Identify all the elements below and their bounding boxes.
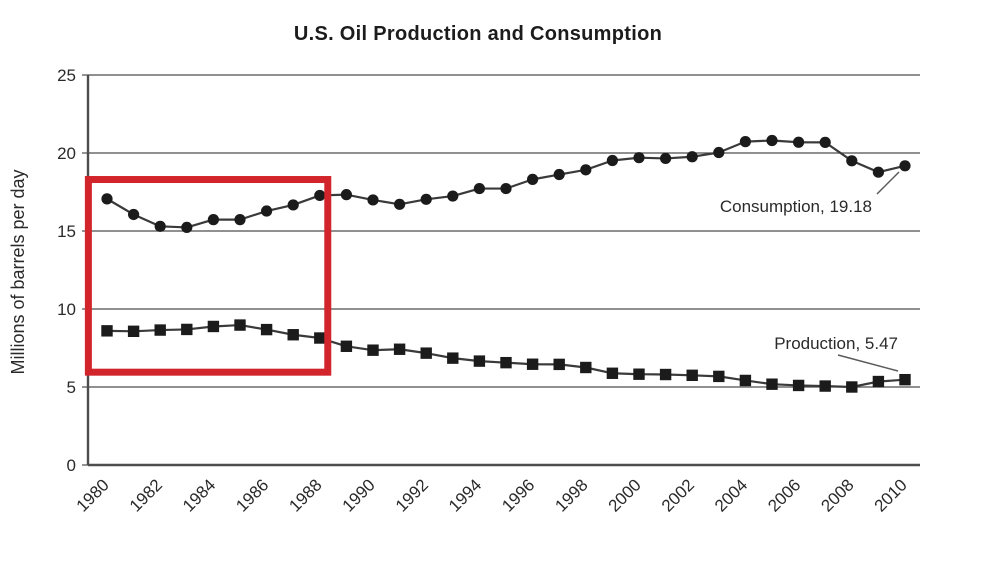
x-tick-label: 2008 xyxy=(817,475,857,515)
y-tick-label: 0 xyxy=(67,456,76,475)
production-point xyxy=(340,340,353,352)
production-point xyxy=(181,323,193,336)
production-point xyxy=(819,380,831,392)
production-point xyxy=(393,343,406,355)
consumption-leader-line xyxy=(876,171,900,195)
consumption-annotation: Consumption, 19.18 xyxy=(720,197,872,216)
production-point xyxy=(846,381,858,393)
production-point xyxy=(713,370,725,383)
production-point xyxy=(872,375,885,388)
consumption-point xyxy=(846,155,858,167)
consumption-point xyxy=(207,214,219,226)
x-tick-label: 1996 xyxy=(498,475,538,515)
chart-render-layer: 0 5 10 15 20 25 1980 1982 1984 1986 1988 1990 1992 19… xyxy=(57,66,920,516)
production-point xyxy=(447,352,459,364)
production-point xyxy=(580,361,592,374)
production-point xyxy=(367,344,379,356)
consumption-point xyxy=(181,221,193,234)
production-point xyxy=(420,347,432,359)
consumption-point xyxy=(340,189,352,201)
consumption-point xyxy=(367,194,379,206)
consumption-point xyxy=(660,152,672,165)
x-tick-label: 1988 xyxy=(285,475,325,515)
consumption-point xyxy=(872,166,885,178)
x-tick-label: 1992 xyxy=(392,475,432,515)
consumption-point xyxy=(527,173,539,185)
consumption-point xyxy=(128,208,140,221)
production-point xyxy=(207,320,220,333)
consumption-point xyxy=(899,160,911,172)
consumption-point xyxy=(713,146,725,159)
y-tick-label: 5 xyxy=(67,378,76,397)
consumption-point xyxy=(234,214,246,226)
consumption-point xyxy=(447,190,459,202)
y-tick-label: 10 xyxy=(57,300,76,319)
production-point xyxy=(314,332,326,344)
production-point xyxy=(739,374,752,387)
y-axis-label: Millions of barrels per day xyxy=(8,169,28,374)
consumption-point xyxy=(500,182,512,195)
production-point xyxy=(473,355,486,367)
x-tick-label: 1994 xyxy=(445,475,485,515)
production-point xyxy=(633,368,645,380)
consumption-point xyxy=(686,151,698,163)
x-tick-label: 2004 xyxy=(711,475,751,515)
production-point xyxy=(127,325,140,338)
x-tick-label: 2006 xyxy=(764,475,804,515)
x-tick-label: 1986 xyxy=(232,475,272,515)
production-point xyxy=(553,358,565,371)
consumption-point xyxy=(394,198,406,210)
production-annotation: Production, 5.47 xyxy=(774,334,898,353)
consumption-point xyxy=(580,164,592,176)
consumption-point xyxy=(473,182,485,195)
production-point xyxy=(500,356,512,369)
production-point xyxy=(154,324,166,336)
production-point xyxy=(526,358,539,370)
production-point xyxy=(101,325,113,337)
production-point xyxy=(899,373,911,386)
production-point xyxy=(792,379,805,392)
consumption-point xyxy=(420,193,432,205)
production-point xyxy=(287,329,299,341)
consumption-point xyxy=(606,154,619,167)
x-tick-label: 1990 xyxy=(339,475,379,515)
x-tick-label: 1980 xyxy=(73,475,113,515)
consumption-point xyxy=(261,205,273,217)
production-point xyxy=(606,367,619,379)
consumption-point xyxy=(633,152,645,164)
highlight-box xyxy=(84,176,332,376)
x-tick-label: 1984 xyxy=(179,475,219,515)
consumption-point xyxy=(766,134,778,147)
x-tick-label: 1982 xyxy=(126,475,166,515)
consumption-point xyxy=(819,136,831,148)
x-tick-label: 1998 xyxy=(551,475,591,515)
chart-title: U.S. Oil Production and Consumption xyxy=(294,23,662,45)
consumption-point xyxy=(314,189,326,202)
x-tick-label: 2000 xyxy=(605,475,645,515)
consumption-point xyxy=(739,136,752,148)
production-point xyxy=(766,378,778,390)
consumption-point xyxy=(154,220,166,232)
x-tick-label: 2002 xyxy=(658,475,698,515)
consumption-point xyxy=(287,199,299,211)
production-point xyxy=(234,319,246,331)
production-point xyxy=(260,323,273,336)
y-tick-label: 15 xyxy=(57,222,76,241)
x-tick-label: 2010 xyxy=(871,475,911,515)
y-tick-label: 20 xyxy=(57,144,76,163)
y-tick-label: 25 xyxy=(57,66,76,85)
consumption-point xyxy=(553,168,565,181)
production-point xyxy=(659,368,672,381)
production-leader-line xyxy=(837,354,899,372)
consumption-point xyxy=(793,136,805,148)
production-point xyxy=(686,369,698,381)
consumption-point xyxy=(101,193,113,205)
